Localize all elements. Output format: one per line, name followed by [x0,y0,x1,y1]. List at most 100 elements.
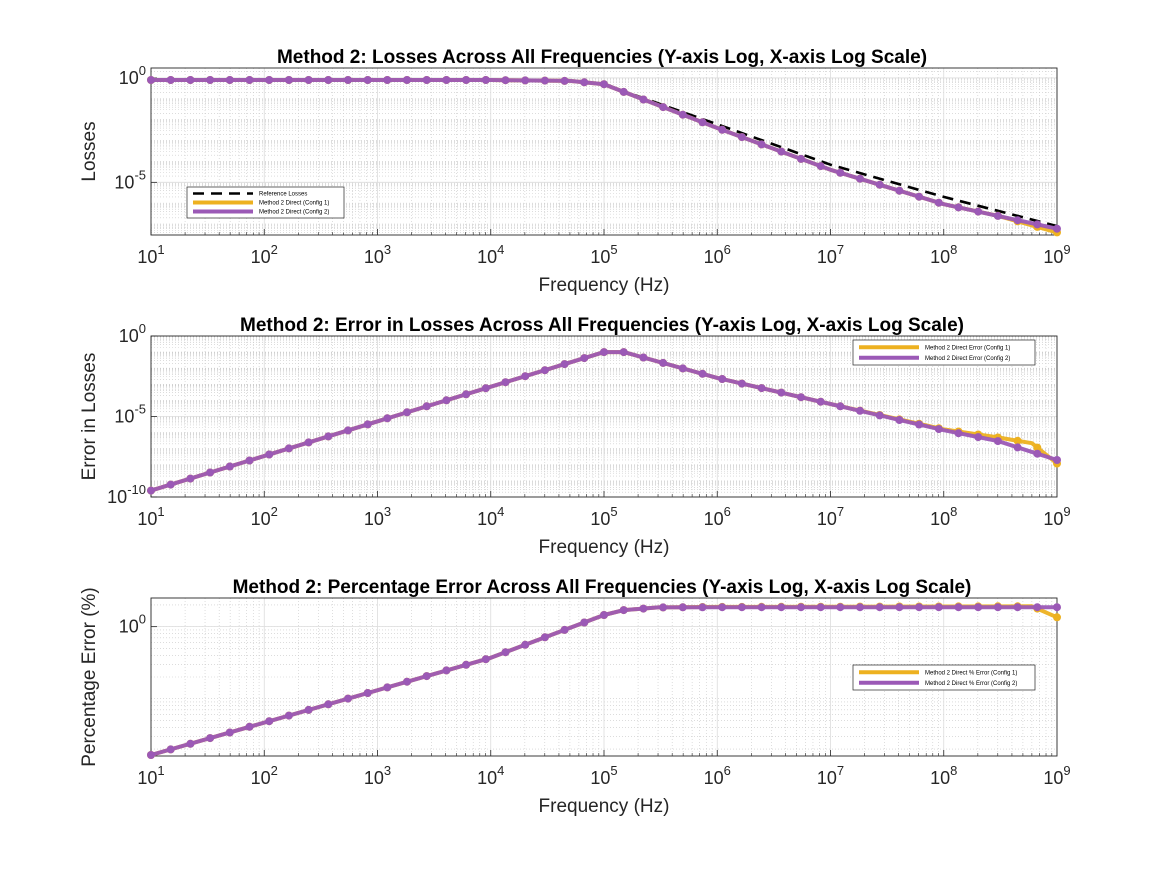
data-point [147,76,155,84]
data-point [639,604,648,613]
data-point [1053,456,1061,464]
x-tick-label: 109 [1043,504,1070,529]
y-tick-base: 10 [114,172,134,192]
data-point [659,603,668,612]
x-tick-exponent: 6 [724,242,731,257]
data-point [600,80,608,89]
data-point [166,745,175,754]
data-point [678,603,687,612]
data-point [560,625,569,634]
data-point [501,378,510,387]
x-tick-exponent: 2 [271,504,278,519]
data-point [836,603,845,612]
x-tick-exponent: 9 [1063,504,1070,519]
data-point [403,408,411,417]
x-tick-label: 107 [817,504,844,529]
data-point [895,416,904,424]
x-tick-base: 10 [930,509,950,529]
y-axis-label: Losses [79,121,100,181]
x-tick-label: 105 [590,504,617,529]
data-point [915,192,924,201]
x-tick-base: 10 [590,768,610,788]
data-point [639,353,648,362]
data-point [422,672,431,681]
data-point [265,76,274,84]
data-point [619,87,628,96]
x-tick-label: 106 [704,763,731,788]
x-tick-exponent: 7 [837,242,844,257]
data-point [836,402,845,411]
data-point [501,648,510,657]
data-point [501,76,510,85]
data-point [1013,436,1022,445]
data-point [875,180,884,189]
x-tick-base: 10 [251,768,271,788]
data-point [875,603,884,612]
data-point [600,348,608,357]
x-tick-exponent: 4 [497,242,504,257]
data-point [974,433,983,442]
data-point [777,388,786,397]
x-tick-label: 108 [930,504,957,529]
x-tick-label: 102 [251,242,278,267]
data-point [521,640,530,649]
data-point [383,76,392,84]
data-point [974,207,983,216]
x-tick-label: 102 [251,763,278,788]
x-axis-label: Frequency (Hz) [539,796,670,817]
data-point [225,728,234,737]
x-tick-base: 10 [817,768,837,788]
data-point [265,717,274,726]
data-point [698,369,707,378]
x-tick-exponent: 8 [950,242,957,257]
data-point [265,450,274,459]
x-tick-exponent: 2 [271,763,278,778]
data-point [304,705,313,714]
data-point [797,154,805,163]
data-point [363,76,372,84]
x-tick-label: 106 [704,242,731,267]
data-point [363,689,372,697]
x-tick-exponent: 9 [1063,763,1070,778]
data-point [540,366,549,375]
y-tick-label: 100 [119,63,146,88]
y-tick-base: 10 [119,68,139,88]
y-tick-label: 100 [119,612,146,637]
data-point [462,660,471,669]
x-tick-base: 10 [364,509,384,529]
data-point [757,384,766,393]
x-tick-label: 104 [477,504,504,529]
data-point [698,118,707,127]
data-point [895,186,904,195]
data-point [481,655,490,664]
data-point [462,76,471,84]
data-point [540,76,549,85]
x-tick-base: 10 [590,509,610,529]
x-tick-label: 105 [590,763,617,788]
axes-frame [150,597,1058,757]
x-tick-exponent: 2 [271,242,278,257]
data-point [1033,449,1042,458]
data-point [304,76,313,84]
legend-label: Method 2 Direct % Error (Config 1) [925,670,1017,676]
data-point [659,358,668,367]
data-point [915,603,924,612]
data-point [462,390,471,399]
data-point [363,420,372,429]
x-tick-base: 10 [477,768,497,788]
x-tick-base: 10 [817,247,837,267]
x-tick-base: 10 [1043,768,1063,788]
data-point [797,393,805,402]
legend-box [852,664,1036,691]
x-tick-label: 101 [137,242,164,267]
data-point [186,76,195,84]
data-point [993,603,1002,612]
y-tick-exponent: -5 [134,167,146,182]
y-tick-base: 10 [114,407,134,427]
data-point [718,125,727,134]
data-point [678,364,687,373]
x-tick-exponent: 1 [157,242,164,257]
x-tick-label: 105 [590,242,617,267]
x-tick-label: 104 [477,763,504,788]
